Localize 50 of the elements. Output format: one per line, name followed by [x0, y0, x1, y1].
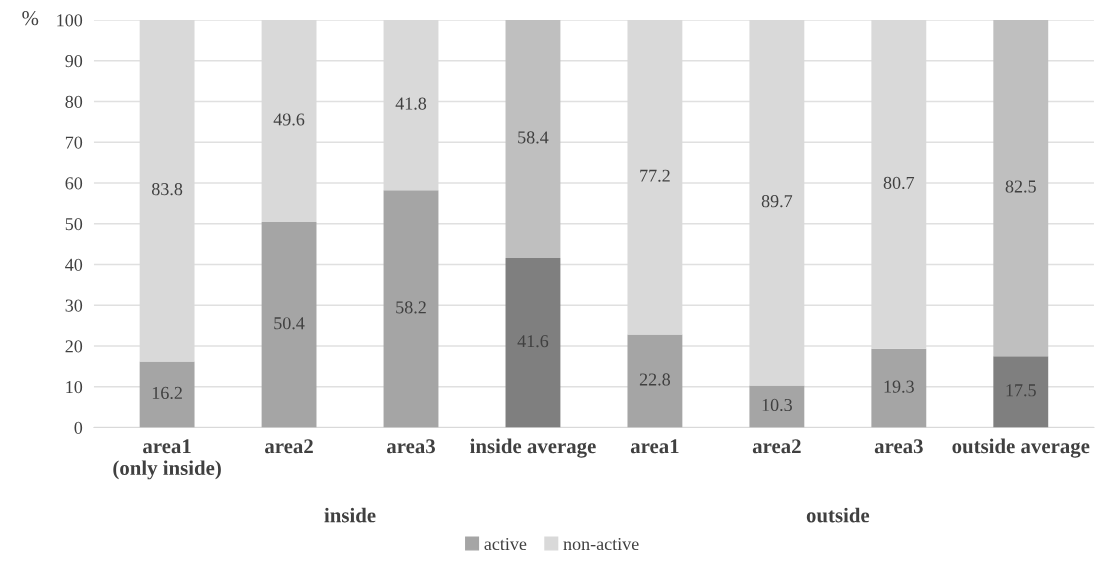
y-axis-title: %	[22, 11, 39, 26]
text: outside	[806, 507, 870, 523]
bar	[505, 257, 561, 428]
y-tick-label: 0	[74, 421, 83, 434]
legend-label: active	[484, 537, 527, 551]
x-tick-label: area3	[386, 439, 435, 454]
data-label: 83.8	[151, 183, 183, 196]
bar	[139, 361, 195, 428]
data-label: 89.7	[761, 195, 793, 208]
bar	[871, 348, 927, 428]
x-tick-label: area3	[874, 439, 923, 454]
y-tick-label: 80	[65, 95, 83, 108]
data-label: 16.2	[152, 386, 182, 400]
x-tick-label: area2	[265, 439, 313, 454]
bar	[993, 356, 1049, 428]
y-tick-label: 40	[65, 258, 83, 271]
x-tick-label: outside average	[952, 438, 1090, 458]
y-tick-label: 20	[65, 340, 83, 353]
data-label: 41.8	[395, 97, 427, 110]
bar	[993, 19, 1049, 357]
data-label: 49.6	[273, 113, 305, 126]
legend-label: non-active	[563, 537, 639, 551]
bar	[261, 222, 317, 428]
x-tick-label: area1	[630, 439, 679, 454]
x-tick-label: area1 (only inside)	[113, 439, 221, 480]
data-label: 10.3	[762, 398, 792, 412]
data-label: 77.2	[640, 169, 670, 182]
data-label: 22.8	[639, 373, 671, 386]
x-tick-label: inside average	[470, 438, 596, 458]
bar	[505, 19, 561, 258]
x-tick-label: area2	[752, 439, 801, 454]
text: inside	[324, 507, 376, 523]
data-label: 17.5	[1006, 384, 1036, 397]
data-label: 58.2	[396, 301, 426, 314]
y-tick-label: 90	[65, 54, 83, 68]
y-tick-label: 30	[65, 299, 83, 312]
data-label: 80.7	[883, 176, 915, 189]
y-tick-label: 10	[66, 381, 83, 394]
y-tick-label: 100	[57, 14, 83, 27]
data-label: 82.5	[1005, 180, 1036, 193]
data-label: 41.6	[517, 335, 549, 348]
bar	[749, 385, 805, 428]
y-tick-label: 60	[65, 177, 83, 190]
y-tick-label: 50	[65, 217, 83, 231]
bar	[383, 190, 439, 428]
data-label: 50.4	[274, 317, 305, 330]
y-tick-label: 70	[65, 136, 83, 149]
data-label: 19.3	[884, 380, 914, 393]
data-label: 58.4	[518, 131, 549, 144]
bar	[627, 334, 683, 428]
